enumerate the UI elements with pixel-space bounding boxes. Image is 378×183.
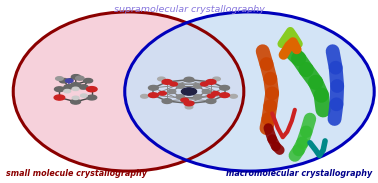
Circle shape bbox=[194, 84, 202, 88]
Circle shape bbox=[230, 94, 237, 98]
Circle shape bbox=[56, 77, 63, 80]
Circle shape bbox=[81, 94, 87, 97]
Circle shape bbox=[71, 83, 81, 87]
Circle shape bbox=[167, 89, 176, 94]
Circle shape bbox=[64, 89, 71, 93]
Ellipse shape bbox=[13, 12, 244, 171]
Circle shape bbox=[201, 82, 208, 86]
Circle shape bbox=[202, 89, 211, 94]
Circle shape bbox=[181, 88, 197, 95]
Circle shape bbox=[176, 95, 184, 99]
Circle shape bbox=[206, 80, 216, 84]
Circle shape bbox=[76, 76, 84, 80]
Circle shape bbox=[71, 99, 81, 104]
Circle shape bbox=[54, 95, 65, 100]
Circle shape bbox=[162, 99, 172, 103]
Circle shape bbox=[194, 95, 202, 99]
Circle shape bbox=[162, 80, 172, 84]
Text: small molecule crystallography: small molecule crystallography bbox=[6, 169, 147, 178]
Circle shape bbox=[212, 92, 219, 95]
Circle shape bbox=[181, 98, 188, 102]
Circle shape bbox=[184, 77, 194, 82]
Circle shape bbox=[149, 93, 158, 98]
Circle shape bbox=[159, 92, 166, 95]
Circle shape bbox=[149, 85, 158, 90]
Circle shape bbox=[220, 85, 229, 90]
Circle shape bbox=[87, 87, 97, 92]
Circle shape bbox=[213, 77, 220, 81]
Circle shape bbox=[79, 85, 88, 89]
Circle shape bbox=[72, 96, 79, 100]
Circle shape bbox=[84, 79, 93, 83]
Circle shape bbox=[184, 101, 194, 106]
Circle shape bbox=[185, 105, 193, 109]
Circle shape bbox=[65, 79, 73, 83]
Circle shape bbox=[158, 77, 165, 81]
Circle shape bbox=[64, 85, 73, 89]
Circle shape bbox=[59, 79, 68, 83]
Circle shape bbox=[220, 93, 229, 98]
Ellipse shape bbox=[125, 12, 374, 171]
Text: supramolecular crystallography: supramolecular crystallography bbox=[113, 5, 265, 14]
Circle shape bbox=[71, 75, 81, 79]
Circle shape bbox=[208, 94, 215, 98]
Circle shape bbox=[176, 84, 184, 88]
Circle shape bbox=[141, 94, 148, 98]
Circle shape bbox=[87, 95, 97, 100]
Text: macromolecular crystallography: macromolecular crystallography bbox=[226, 169, 372, 178]
Circle shape bbox=[206, 99, 216, 103]
Circle shape bbox=[170, 82, 177, 86]
Circle shape bbox=[72, 87, 79, 91]
Circle shape bbox=[54, 87, 64, 92]
